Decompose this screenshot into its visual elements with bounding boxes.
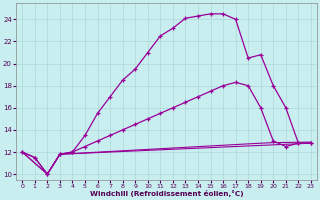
X-axis label: Windchill (Refroidissement éolien,°C): Windchill (Refroidissement éolien,°C) (90, 190, 244, 197)
